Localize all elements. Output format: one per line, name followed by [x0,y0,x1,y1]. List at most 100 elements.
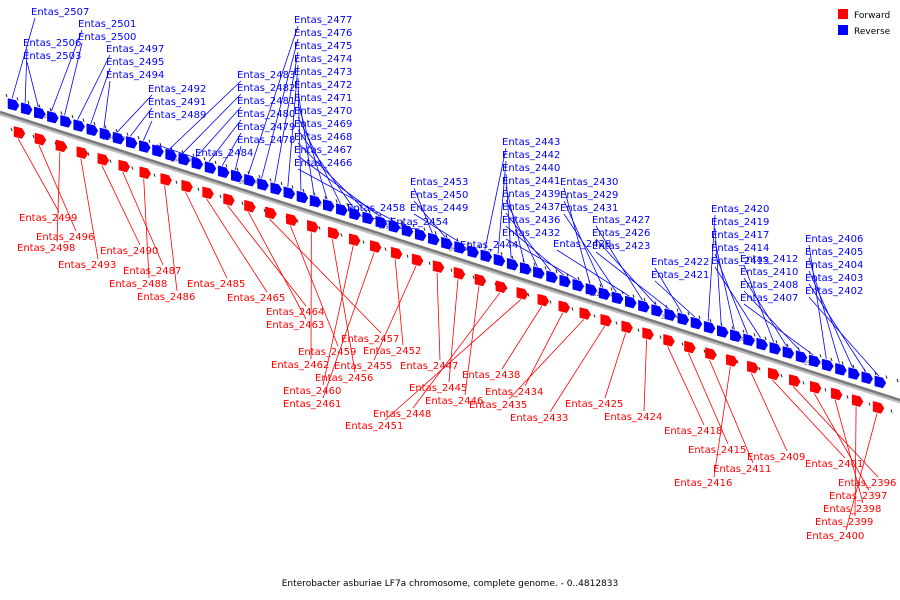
forward-gene [118,159,131,173]
gene-connector [743,264,775,343]
gene-label: Entas_2413 [711,256,769,267]
minor-tick [593,314,596,318]
gene-label: Entas_2417 [711,230,769,241]
gene-label: Entas_2497 [106,44,164,55]
minor-tick [698,315,701,319]
minor-tick [489,248,492,252]
gene-connector [116,94,153,133]
gene-connector [227,205,307,307]
gene-connector [714,266,761,339]
forward-gene [663,334,675,347]
gene-label: Entas_2419 [711,217,769,228]
minor-tick [258,174,261,179]
minor-tick [159,143,162,147]
minor-tick [153,173,156,177]
minor-tick [786,343,789,347]
gene-label: Entas_2416 [674,478,732,489]
gene-connector [654,280,696,318]
gene-label: Entas_2453 [410,177,468,188]
gene-connector [122,171,164,266]
gene-connector [297,103,328,200]
minor-tick [687,312,690,316]
gene-connector [297,77,302,192]
gene-label: Entas_2420 [711,204,769,215]
gene-label: Entas_2500 [78,32,136,43]
minor-tick [219,194,222,198]
reverse-gene [835,363,847,376]
minor-tick [192,153,195,157]
gene-connector [24,48,28,103]
minor-tick [659,335,662,339]
minor-tick [731,326,734,330]
gene-connector [143,178,150,279]
reverse-gene [690,316,703,330]
forward-gene [747,360,759,374]
gene-connector [667,346,705,426]
gene-label: Entas_2470 [294,106,352,117]
gene-connector [297,90,315,196]
forward-gene [684,340,696,354]
minor-tick [236,167,239,171]
gene-label: Entas_2472 [294,80,352,91]
gene-connector [464,285,480,396]
gene-connector [261,38,299,179]
gene-label: Entas_2455 [334,361,392,372]
reverse-gene [585,283,598,296]
gene-label: Entas_2498 [17,243,75,254]
minor-tick [852,364,855,369]
gene-label: Entas_2444 [460,240,518,251]
reverse-gene [99,127,112,141]
forward-gene [34,132,47,146]
minor-tick [753,333,756,337]
gene-connector [297,129,354,209]
forward-gene [453,266,466,280]
reverse-gene [20,102,33,116]
minor-tick [93,121,96,126]
gene-connector [413,200,446,238]
gene-label: Entas_2481 [237,96,295,107]
gene-connector [834,399,864,504]
minor-tick [302,188,305,193]
reverse-gene [336,203,348,216]
forward-gene [97,152,110,166]
minor-tick [379,213,382,217]
gene-label: Entas_2436 [502,215,560,226]
gene-label: Entas_2490 [100,246,158,257]
gene-connector [195,106,242,158]
minor-tick [313,192,316,196]
gene-connector [854,406,857,517]
gene-label: Entas_2452 [363,346,421,357]
gene-label: Entas_2457 [341,334,399,345]
gene-label: Entas_2488 [109,279,167,290]
gene-connector [234,145,242,171]
forward-gene [558,300,571,314]
gene-connector [248,25,299,175]
gene-connector [714,253,748,335]
reverse-gene [125,136,138,149]
minor-tick [225,164,228,168]
minor-tick [890,409,893,413]
reverse-gene [717,325,729,338]
minor-tick [764,336,767,340]
gene-connector [709,359,754,464]
minor-tick [758,367,761,371]
minor-tick [104,125,107,129]
gene-label: Entas_2447 [400,361,458,372]
gene-connector [17,138,60,213]
gene-connector [595,251,669,310]
gene-label: Entas_2438 [462,370,520,381]
gene-label: Entas_2435 [469,400,527,411]
gene-label: Entas_2495 [106,57,164,68]
gene-connector [563,187,591,284]
reverse-gene [375,215,388,229]
forward-gene [516,287,529,300]
legend: Forward Reverse [838,9,891,37]
gene-features [7,98,887,414]
gene-label: Entas_2408 [740,280,798,291]
gene-label: Entas_2442 [502,150,560,161]
gene-connector [505,238,577,280]
gene-label: Entas_2433 [510,413,568,424]
gene-connector [436,272,441,361]
forward-gene [307,220,319,233]
gene-label: Entas_2404 [805,260,863,271]
